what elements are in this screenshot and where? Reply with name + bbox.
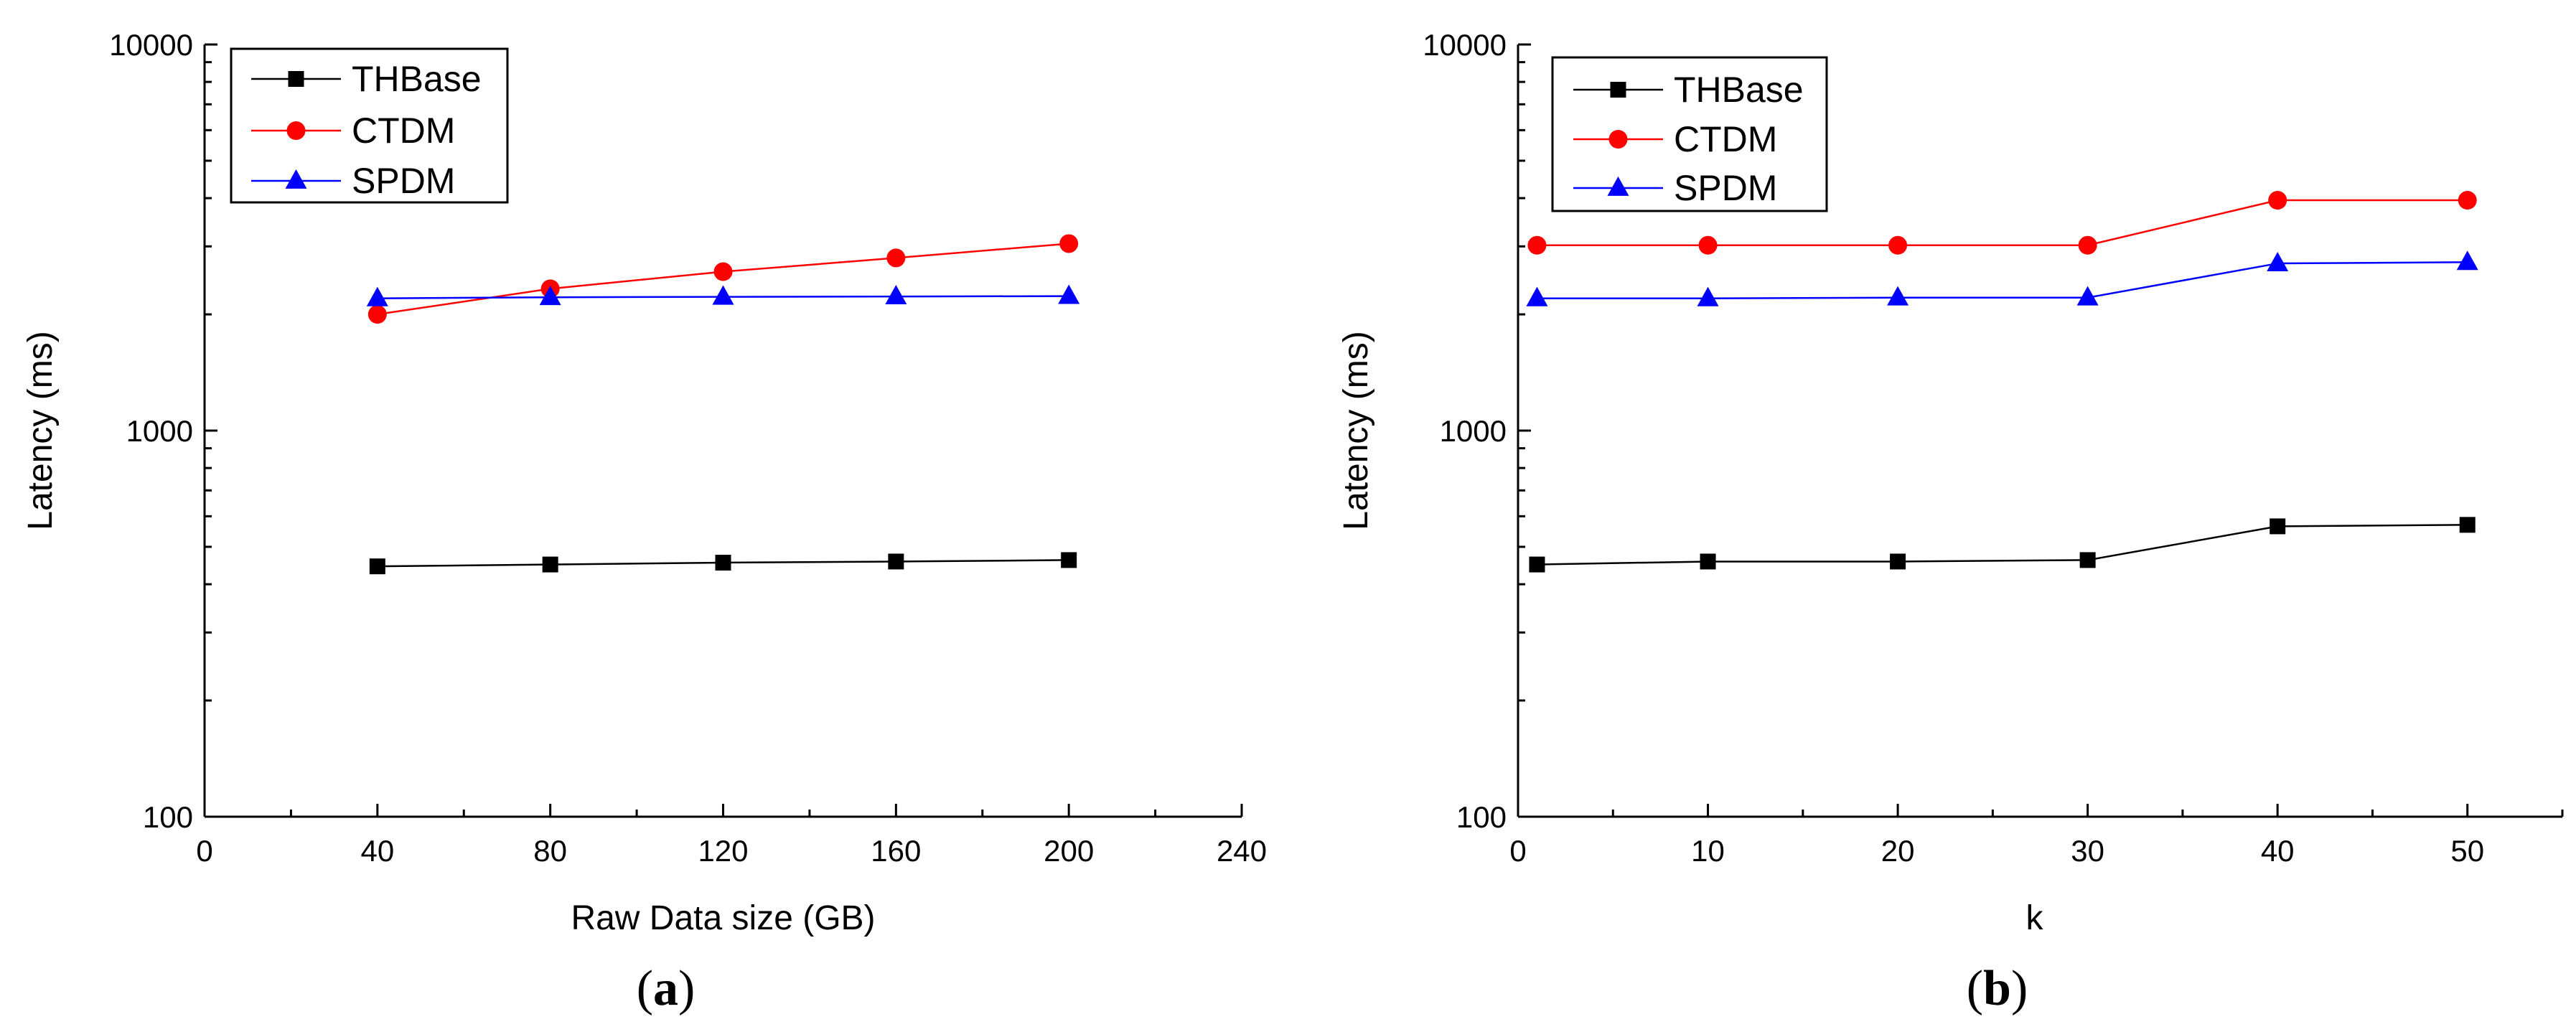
data-point-spdm: [885, 285, 907, 305]
y-tick-label: 100: [1456, 800, 1507, 834]
y-tick-label: 1000: [126, 414, 193, 448]
data-point-thbase: [715, 554, 731, 571]
y-tick-label: 100: [143, 800, 193, 834]
x-axis-title: Raw Data size (GB): [571, 899, 875, 937]
y-tick-label: 10000: [1423, 28, 1507, 62]
x-axis-title: k: [2026, 899, 2044, 937]
x-tick-label: 50: [2450, 834, 2484, 868]
data-point-spdm: [2076, 286, 2099, 306]
data-point-ctdm: [2078, 235, 2097, 255]
legend: THBase CTDM SPDM: [230, 47, 509, 204]
data-point-ctdm: [1698, 235, 1718, 255]
x-tick-label: 0: [1509, 834, 1526, 868]
legend-marker-ctdm: [1608, 130, 1628, 149]
legend-label-ctdm: CTDM: [352, 111, 455, 151]
legend-marker-spdm: [1607, 176, 1629, 196]
x-tick-label: 20: [1881, 834, 1915, 868]
x-tick-label: 0: [196, 834, 212, 868]
data-point-thbase: [2270, 518, 2286, 535]
panel-label: (b): [1967, 961, 2028, 1016]
legend-label-thbase: THBase: [352, 59, 482, 99]
legend-label-spdm: SPDM: [352, 161, 455, 201]
data-point-thbase: [1061, 552, 1077, 568]
data-point-thbase: [1529, 556, 1545, 573]
data-point-ctdm: [1888, 235, 1908, 255]
data-point-thbase: [2079, 552, 2096, 568]
x-tick-label: 120: [698, 834, 748, 868]
legend-marker-spdm: [285, 169, 307, 189]
data-point-ctdm: [886, 248, 906, 268]
data-point-thbase: [1700, 553, 1716, 570]
data-point-spdm: [539, 286, 561, 306]
data-point-spdm: [712, 285, 734, 305]
y-axis-title: Latency (ms): [1337, 331, 1375, 530]
y-tick-label: 10000: [109, 28, 193, 62]
data-point-spdm: [1526, 286, 1548, 306]
legend-box: [230, 47, 509, 204]
data-point-ctdm: [713, 262, 733, 281]
data-point-spdm: [2456, 250, 2478, 271]
legend-marker-thbase: [1610, 82, 1626, 98]
data-point-thbase: [1890, 553, 1906, 570]
data-point-spdm: [2267, 251, 2289, 271]
data-point-thbase: [2459, 517, 2476, 533]
y-tick-label: 1000: [1440, 414, 1507, 448]
data-point-thbase: [369, 558, 385, 575]
data-point-ctdm: [2458, 191, 2477, 210]
data-point-spdm: [1887, 286, 1909, 306]
data-point-thbase: [888, 553, 904, 570]
panel-label: (a): [637, 961, 695, 1016]
x-tick-label: 80: [533, 834, 567, 868]
legend-label-ctdm: CTDM: [1674, 119, 1777, 159]
x-tick-label: 10: [1691, 834, 1725, 868]
series-line-ctdm: [1537, 199, 2468, 247]
data-point-spdm: [366, 286, 388, 306]
legend: THBase CTDM SPDM: [1551, 56, 1828, 212]
data-point-spdm: [1058, 284, 1080, 304]
data-point-ctdm: [1527, 235, 1547, 255]
x-tick-label: 40: [360, 834, 394, 868]
legend-box: [1551, 56, 1828, 212]
series-line-spdm: [1537, 261, 2468, 300]
series-line-thbase: [1537, 524, 2468, 566]
data-point-ctdm: [1059, 234, 1079, 253]
data-point-thbase: [542, 556, 558, 573]
chart-panel-a: 0 40 80 120 160 200 240 100 1000 10000 Latency (ms…: [22, 28, 1267, 1016]
x-tick-label: 40: [2261, 834, 2295, 868]
y-axis-title: Latency (ms): [22, 331, 60, 530]
x-tick-label: 200: [1044, 834, 1094, 868]
x-tick-label: 240: [1217, 834, 1267, 868]
data-point-ctdm: [2268, 191, 2287, 210]
x-tick-label: 30: [2071, 834, 2104, 868]
legend-label-thbase: THBase: [1674, 70, 1804, 110]
legend-label-spdm: SPDM: [1674, 168, 1777, 208]
legend-marker-ctdm: [286, 121, 306, 140]
data-point-spdm: [1697, 286, 1719, 306]
x-tick-label: 160: [871, 834, 921, 868]
legend-marker-thbase: [288, 71, 304, 87]
chart-panel-b: 0 10 20 30 40 50 100 1000 10000 Latency (ms) k (b) T…: [1337, 28, 2564, 1016]
data-point-ctdm: [367, 305, 387, 324]
